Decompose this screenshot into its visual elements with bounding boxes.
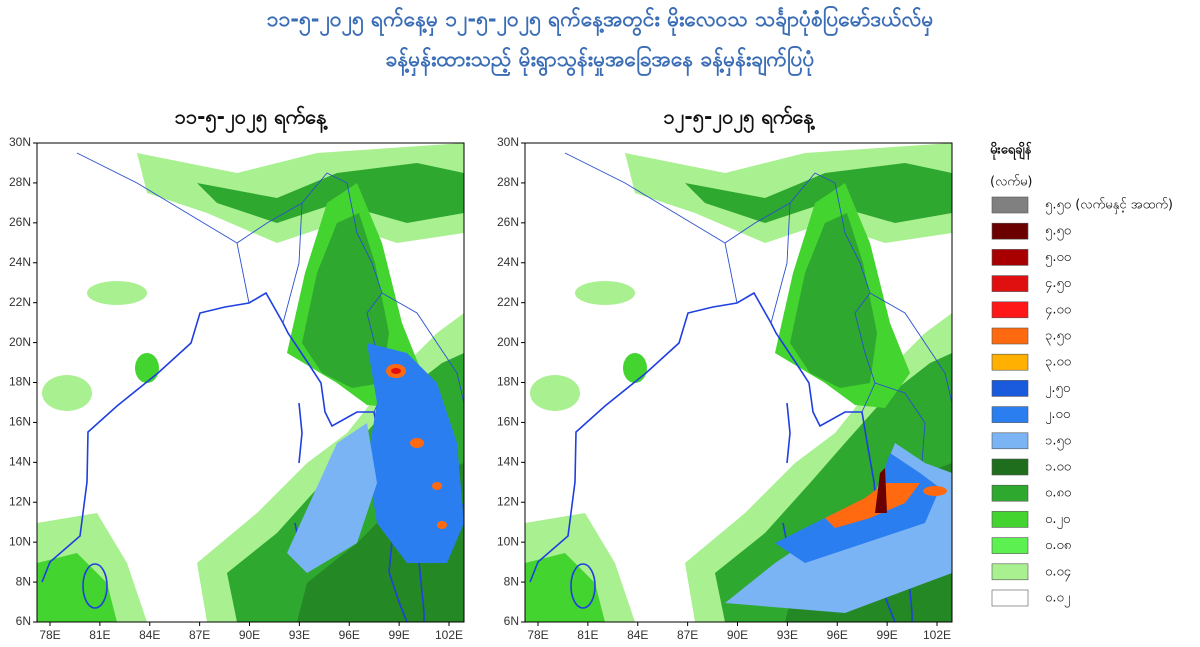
panel-title: ၁၁-၅-၂၀၂၅ ရက်နေ့ [175,105,328,134]
lon-label: 87E [677,628,698,642]
lat-label: 28N [497,175,519,189]
lat-label: 28N [9,175,31,189]
panel-title: ၁၂-၅-၂၀၂၅ ရက်နေ့ [663,105,815,134]
legend-swatch [991,353,1029,371]
lat-label: 18N [9,375,31,389]
legend-swatch [991,432,1029,450]
legend-label: ၄.၅၀ [1045,276,1071,293]
lat-label: 14N [9,455,31,469]
lat-label: 10N [497,534,519,548]
legend-swatch [991,406,1029,423]
lon-label: 90E [727,628,748,642]
lon-label: 93E [289,628,310,642]
lon-label: 81E [89,628,110,642]
rain-spot [410,438,424,448]
legend-label: ၁.၀၀ [1045,460,1071,475]
legend-label: ၅.၅၀ [1045,224,1071,241]
lat-label: 26N [9,215,31,229]
legend-label: ၃.၀၀ [1045,355,1071,372]
rain-area [825,483,920,528]
rain-spot [391,368,401,374]
legend-swatch [991,537,1029,554]
legend-swatch [991,222,1029,240]
lon-label: 78E [39,628,60,642]
map-panel [37,143,464,622]
rain-area [367,343,464,563]
lat-label: 14N [497,455,519,469]
lat-label: 24N [497,255,519,269]
lon-label: 99E [876,628,897,642]
lat-label: 26N [497,215,519,229]
lon-label: 93E [777,628,798,642]
legend-swatch [991,301,1029,319]
lat-label: 22N [9,295,31,309]
lon-label: 87E [189,628,210,642]
lat-label: 30N [497,135,519,149]
lat-label: 20N [497,335,519,349]
rain-area [287,423,377,573]
lon-label: 102E [435,628,463,642]
title-line2: ခန့်မှန်းထားသည့် မိုးရွာသွန်းမှုအခြေအနေ … [386,44,815,77]
legend-swatch [991,380,1029,397]
legend-swatch [991,484,1029,502]
legend-label: ၀.၈၀ [1045,486,1071,501]
lat-label: 24N [9,255,31,269]
legend-swatch [991,196,1029,214]
lat-label: 12N [497,494,519,508]
lat-label: 12N [9,494,31,508]
lon-label: 96E [339,628,360,642]
lat-label: 30N [9,135,31,149]
legend-label: ၀.၀၄ [1045,564,1072,581]
lat-label: 20N [9,335,31,349]
legend-swatch [991,275,1029,292]
legend-swatch [991,249,1029,266]
lon-label: 84E [139,628,160,642]
lat-label: 18N [497,375,519,389]
lon-label: 102E [923,628,951,642]
rain-spot [432,482,442,490]
legend-unit: (လက်မ) [990,174,1032,190]
legend-label: ၁.၅၀ [1045,433,1071,450]
legend-swatch [991,458,1029,476]
lon-label: 81E [577,628,598,642]
legend-swatch [991,589,1029,607]
lon-label: 90E [239,628,260,642]
title-line1: ၁၁-၅-၂၀၂၅ ရက်နေ့မှ ၁၂-၅-၂၀၂၅ ရက်နေ့အတွင်… [267,4,934,37]
legend-swatch [991,511,1029,528]
map-panel [525,143,952,622]
legend-title: မိုးရေချိန် [990,141,1033,161]
lon-label: 99E [388,628,409,642]
legend-label: ၂.၀၀ [1045,407,1070,424]
legend-label: ၂.၅၀ [1045,381,1070,398]
lon-label: 84E [627,628,648,642]
legend-label: ၀.၀၂ [1045,591,1070,608]
legend-label: ၄.၀၀ [1045,302,1071,319]
rain-area [875,468,887,513]
lat-label: 8N [16,574,31,588]
lat-label: 22N [497,295,519,309]
legend-label: ၅.၅၀ (လက်မနှင့် အထက်) [1045,197,1173,215]
lat-label: 8N [504,574,519,588]
lat-label: 6N [16,614,31,628]
lat-label: 16N [497,415,519,429]
rain-spot [923,486,947,496]
legend-swatch [991,327,1029,345]
lat-label: 6N [504,614,519,628]
lat-label: 10N [9,534,31,548]
lon-label: 96E [827,628,848,642]
legend-label: ၃.၅၀ [1045,329,1071,346]
legend-swatch [991,563,1029,581]
legend-label: ၅.၀၀ [1045,250,1071,267]
legend-label: ၀.၀၈ [1045,538,1071,553]
legend-label: ၀.၂၀ [1045,512,1070,529]
lon-label: 78E [527,628,548,642]
lat-label: 16N [9,415,31,429]
rain-spot [437,521,447,529]
